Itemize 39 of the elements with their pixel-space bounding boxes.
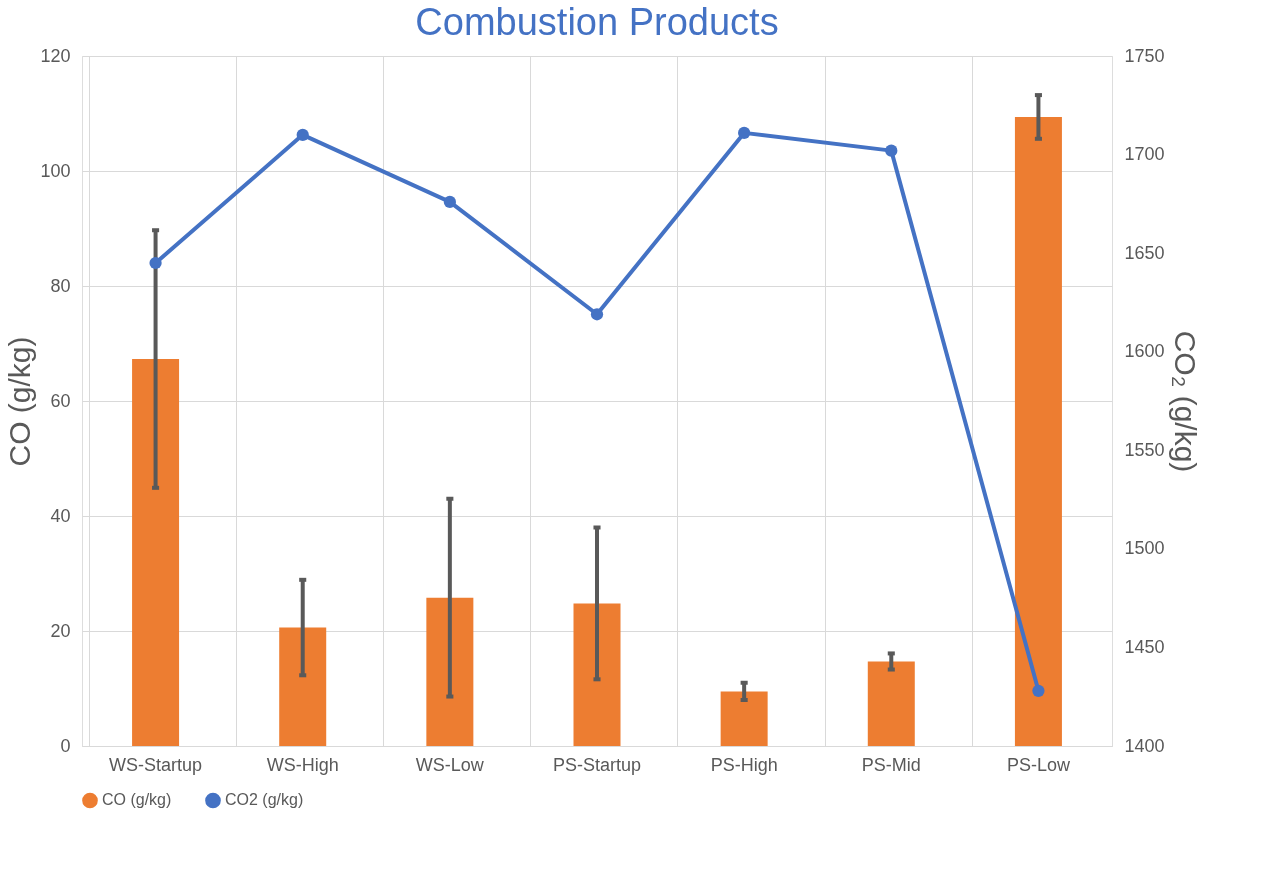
x-tick-label: PS-High <box>710 754 778 775</box>
point <box>149 256 162 270</box>
y2-tick-label: 1700 <box>1124 144 1165 165</box>
legend-label: CO (g/kg) <box>102 791 172 809</box>
point <box>296 128 309 141</box>
y2-tick-label: 1450 <box>1124 636 1165 657</box>
bar <box>1014 116 1062 746</box>
bar <box>720 691 768 746</box>
y2-tick-label: 1750 <box>1124 45 1165 66</box>
x-tick-label: PS-Startup <box>552 754 642 775</box>
point <box>590 308 604 321</box>
bar <box>279 627 327 746</box>
y2-tick-label: 1400 <box>1124 735 1165 756</box>
y-tick-label: 80 <box>50 275 71 296</box>
y-tick-label: 0 <box>60 735 71 756</box>
y2-tick-label: 1550 <box>1124 439 1165 460</box>
point <box>738 126 751 139</box>
y-tick-label: 60 <box>50 390 71 411</box>
bar <box>132 359 180 746</box>
x-tick-label: WS-Low <box>415 754 485 775</box>
point <box>1032 684 1045 697</box>
bar <box>867 661 915 746</box>
y-tick-label: 40 <box>50 505 71 526</box>
y2-axis-title: CO₂ (g/kg) <box>1168 330 1202 473</box>
legend-label: CO2 (g/kg) <box>225 791 304 809</box>
chart-title: Combustion Products <box>415 1 779 43</box>
y-axis-title: CO (g/kg) <box>3 336 37 467</box>
y-tick-label: 100 <box>40 160 71 181</box>
x-tick-label: PS-Mid <box>861 754 921 775</box>
y2-tick-label: 1500 <box>1124 538 1165 559</box>
y2-tick-label: 1650 <box>1124 242 1165 263</box>
y2-tick-label: 1600 <box>1124 341 1165 362</box>
x-tick-label: WS-Startup <box>109 754 203 775</box>
point <box>885 144 898 157</box>
y-tick-label: 120 <box>40 45 71 66</box>
x-tick-label: PS-Low <box>1006 754 1071 775</box>
x-tick-label: WS-High <box>266 754 339 775</box>
y-tick-label: 20 <box>50 620 71 641</box>
point <box>443 195 456 208</box>
